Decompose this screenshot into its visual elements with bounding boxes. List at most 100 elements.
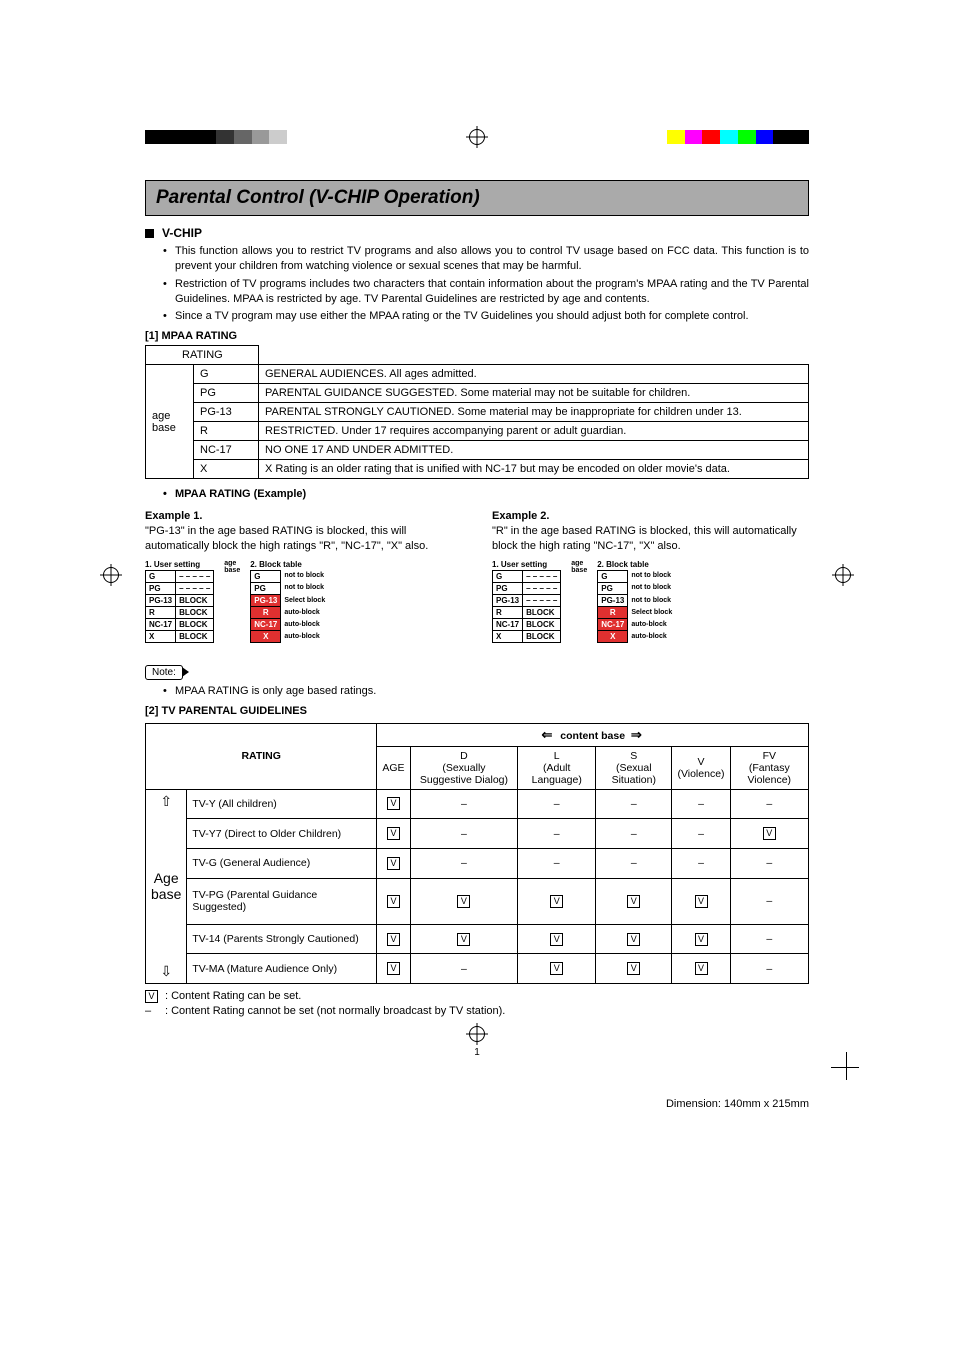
gl-cell: –: [518, 789, 596, 819]
gl-cell: V: [596, 954, 672, 984]
gl-row-name: TV-14 (Parents Strongly Cautioned): [187, 924, 377, 954]
legend: V : Content Rating can be set. – : Conte…: [145, 990, 809, 1017]
gl-col-header: AGE: [377, 746, 410, 789]
gl-cell: V: [410, 878, 518, 924]
gl-cell: –: [730, 789, 808, 819]
gl-cell: V: [672, 878, 730, 924]
gl-cell: –: [730, 849, 808, 879]
gl-cell: –: [730, 954, 808, 984]
example-title: Example 2.: [492, 510, 809, 522]
agebase-cell: agebase: [146, 365, 194, 479]
gl-cell: V: [377, 789, 410, 819]
vchip-bullet: This function allows you to restrict TV …: [163, 244, 809, 274]
guidelines-table: RATING⇐ content base ⇒AGED(Sexually Sugg…: [145, 723, 809, 985]
mpaa-section-head: [1] MPAA RATING: [145, 330, 809, 342]
vbox-icon: V: [145, 990, 158, 1003]
content-base-header: ⇐ content base ⇒: [377, 723, 809, 746]
gl-cell: –: [596, 789, 672, 819]
gl-cell: –: [672, 819, 730, 849]
vchip-bullet: Restriction of TV programs includes two …: [163, 277, 809, 307]
gl-cell: –: [596, 849, 672, 879]
vchip-header: V-CHIP: [145, 226, 809, 240]
rating-code: NC-17: [194, 441, 259, 460]
note-box: Note:: [145, 665, 183, 680]
rating-code: R: [194, 422, 259, 441]
reg-crosshair-top: [466, 126, 488, 148]
gl-row-name: TV-PG (Parental Guidance Suggested): [187, 878, 377, 924]
gl-row-name: TV-Y (All children): [187, 789, 377, 819]
gl-cell: –: [672, 789, 730, 819]
gl-cell: V: [377, 819, 410, 849]
gl-cell: V: [377, 878, 410, 924]
gl-col-header: D(Sexually Suggestive Dialog): [410, 746, 518, 789]
gl-cell: –: [730, 924, 808, 954]
empty-header: [259, 346, 809, 365]
rating-desc: PARENTAL GUIDANCE SUGGESTED. Some materi…: [259, 384, 809, 403]
page-title: Parental Control (V-CHIP Operation): [156, 187, 798, 209]
gl-agebase: ⇧Agebase⇩: [146, 789, 187, 984]
example-1: Example 1. "PG-13" in the age based RATIN…: [145, 510, 462, 643]
rating-desc: GENERAL AUDIENCES. All ages admitted.: [259, 365, 809, 384]
gl-cell: –: [672, 849, 730, 879]
example-text: "PG-13" in the age based RATING is block…: [145, 524, 462, 554]
mpaa-rating-table: RATING agebaseGGENERAL AUDIENCES. All ag…: [145, 345, 809, 479]
example-title: Example 1.: [145, 510, 462, 522]
gl-col-header: V(Violence): [672, 746, 730, 789]
gl-cell: V: [377, 954, 410, 984]
gl-cell: V: [596, 878, 672, 924]
gl-cell: V: [410, 924, 518, 954]
page-number: 1: [145, 1047, 809, 1058]
gl-cell: V: [518, 878, 596, 924]
gl-cell: V: [672, 954, 730, 984]
gl-cell: –: [410, 954, 518, 984]
reg-crosshair-right: [832, 564, 854, 586]
rating-desc: NO ONE 17 AND UNDER ADMITTED.: [259, 441, 809, 460]
gl-cell: V: [730, 819, 808, 849]
example-text: "R" in the age based RATING is blocked, …: [492, 524, 809, 554]
gl-rating-header: RATING: [146, 723, 377, 789]
gl-cell: V: [377, 924, 410, 954]
gl-cell: –: [730, 878, 808, 924]
gl-cell: V: [377, 849, 410, 879]
dash-icon: –: [145, 1005, 165, 1017]
gl-cell: V: [518, 924, 596, 954]
gl-row-name: TV-G (General Audience): [187, 849, 377, 879]
vchip-bullet: Since a TV program may use either the MP…: [163, 309, 809, 324]
rating-code: PG: [194, 384, 259, 403]
gl-col-header: L(Adult Language): [518, 746, 596, 789]
vchip-bullet-list: This function allows you to restrict TV …: [163, 244, 809, 324]
gl-col-header: FV(Fantasy Violence): [730, 746, 808, 789]
rating-header-cell: RATING: [146, 346, 259, 365]
gl-cell: –: [410, 849, 518, 879]
legend-v: : Content Rating can be set.: [165, 990, 301, 1002]
gl-cell: –: [410, 819, 518, 849]
colorbar-right: [649, 130, 809, 144]
examples-row: Example 1. "PG-13" in the age based RATIN…: [145, 510, 809, 643]
legend-dash: : Content Rating cannot be set (not norm…: [165, 1005, 505, 1017]
gl-cell: V: [518, 954, 596, 984]
square-bullet-icon: [145, 229, 154, 238]
dimension-label: Dimension: 140mm x 215mm: [145, 1098, 809, 1110]
colorbar-left: [145, 130, 305, 144]
rating-desc: X Rating is an older rating that is unif…: [259, 460, 809, 479]
tv-section-head: [2] TV PARENTAL GUIDELINES: [145, 705, 809, 717]
rating-code: G: [194, 365, 259, 384]
rating-code: X: [194, 460, 259, 479]
example-2: Example 2. "R" in the age based RATING is…: [492, 510, 809, 643]
rating-desc: RESTRICTED. Under 17 requires accompanyi…: [259, 422, 809, 441]
gl-cell: –: [596, 819, 672, 849]
gl-cell: V: [596, 924, 672, 954]
cropmark-br: [819, 1040, 859, 1080]
gl-row-name: TV-MA (Mature Audience Only): [187, 954, 377, 984]
reg-crosshair-left: [100, 564, 122, 586]
note-text: MPAA RATING is only age based ratings.: [163, 684, 809, 699]
gl-cell: –: [518, 819, 596, 849]
gl-cell: –: [410, 789, 518, 819]
gl-col-header: S(Sexual Situation): [596, 746, 672, 789]
gl-cell: –: [518, 849, 596, 879]
rating-desc: PARENTAL STRONGLY CAUTIONED. Some materi…: [259, 403, 809, 422]
mpaa-example-header: MPAA RATING (Example): [163, 487, 809, 502]
title-bar: Parental Control (V-CHIP Operation): [145, 180, 809, 216]
vchip-label: V-CHIP: [162, 226, 202, 240]
reg-crosshair-bottom: [466, 1023, 488, 1045]
